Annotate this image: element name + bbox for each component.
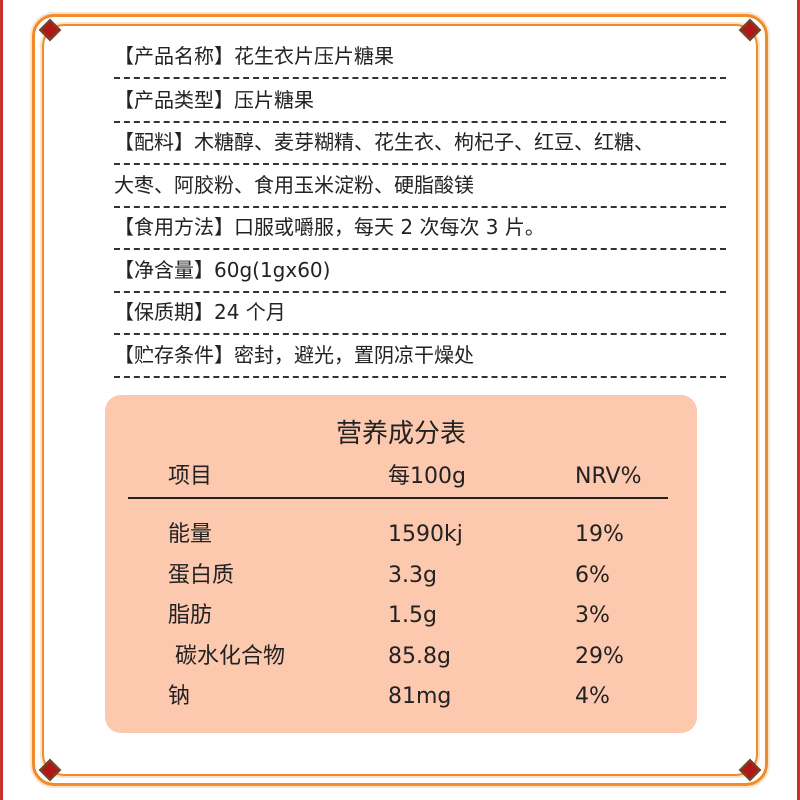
info-row: 【保质期】24 个月 bbox=[114, 291, 726, 335]
nutrient-name: 碳水化合物 bbox=[168, 644, 285, 669]
nutrient-nrv: 4% bbox=[575, 684, 610, 709]
nutrient-name: 钠 bbox=[168, 684, 191, 709]
info-row: 【产品类型】压片糖果 bbox=[114, 79, 726, 123]
left-edge-stripe bbox=[0, 0, 3, 800]
nutrient-amount: 1.5g bbox=[388, 603, 437, 628]
nutrition-title: 营养成分表 bbox=[335, 419, 466, 449]
info-row: 【净含量】60g(1gx60) bbox=[114, 249, 726, 293]
nutrient-nrv: 29% bbox=[575, 644, 624, 669]
nutrition-row: 能量 1590kj 19% bbox=[105, 517, 697, 553]
nutrient-nrv: 3% bbox=[575, 603, 610, 628]
header-divider bbox=[128, 497, 668, 499]
nutrition-row: 蛋白质 3.3g 6% bbox=[105, 558, 697, 594]
nutrient-nrv: 19% bbox=[575, 522, 624, 547]
nutrient-name: 蛋白质 bbox=[168, 563, 235, 588]
nutrition-row: 脂肪 1.5g 3% bbox=[105, 598, 697, 634]
info-row: 【贮存条件】密封，避光，置阴凉干燥处 bbox=[114, 334, 726, 378]
header-item: 项目 bbox=[168, 464, 213, 489]
header-per100g: 每100g bbox=[388, 464, 466, 489]
nutrition-row: 钠 81mg 4% bbox=[105, 679, 697, 715]
nutrition-table: 营养成分表 项目 每100g NRV% 能量 1590kj 19% 蛋白质 3.3g 6%… bbox=[105, 395, 697, 733]
nutrient-amount: 81mg bbox=[388, 684, 452, 709]
nutrient-amount: 1590kj bbox=[388, 522, 463, 547]
nutrient-nrv: 6% bbox=[575, 563, 610, 588]
nutrient-amount: 3.3g bbox=[388, 563, 437, 588]
right-edge-stripe bbox=[797, 0, 800, 800]
nutrient-amount: 85.8g bbox=[388, 644, 451, 669]
nutrition-row: 碳水化合物 85.8g 29% bbox=[105, 639, 697, 675]
info-row: 【产品名称】花生衣片压片糖果 bbox=[114, 35, 726, 79]
nutrient-name: 能量 bbox=[168, 522, 213, 547]
nutrition-header: 项目 每100g NRV% bbox=[105, 459, 697, 495]
info-row: 大枣、阿胶粉、食用玉米淀粉、硬脂酸镁 bbox=[114, 164, 726, 208]
inner-frame bbox=[42, 24, 758, 776]
outer-frame bbox=[32, 14, 768, 786]
header-nrv: NRV% bbox=[575, 464, 642, 489]
nutrient-name: 脂肪 bbox=[168, 603, 213, 628]
info-row: 【配料】木糖醇、麦芽糊精、花生衣、枸杞子、红豆、红糖、 bbox=[114, 121, 726, 165]
info-row: 【食用方法】口服或嚼服，每天 2 次每次 3 片。 bbox=[114, 206, 726, 250]
